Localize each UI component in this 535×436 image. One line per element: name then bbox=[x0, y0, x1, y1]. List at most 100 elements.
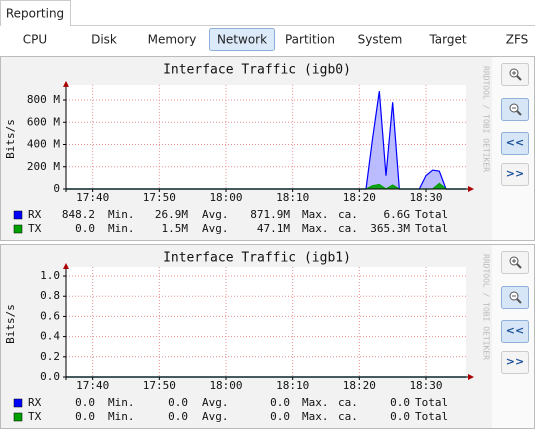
y-arrow bbox=[63, 263, 69, 269]
legend-stat: ca. bbox=[338, 208, 358, 221]
x-tick-label: 18:20 bbox=[343, 379, 376, 392]
legend-stat: ca. bbox=[338, 396, 358, 409]
sub-tab[interactable]: ZFS bbox=[506, 33, 529, 47]
x-tick-label: 17:40 bbox=[76, 191, 109, 204]
legend-stat: 0.0 bbox=[75, 410, 95, 423]
legend-stat: Max. bbox=[302, 410, 329, 423]
legend-stat: Total bbox=[415, 208, 448, 221]
series-area bbox=[66, 91, 466, 189]
x-tick-label: 18:30 bbox=[409, 191, 442, 204]
watermark: RRDTOOL / TOBI OETIKER bbox=[482, 254, 491, 360]
legend-stat: Min. bbox=[108, 222, 135, 235]
y-axis-label: Bits/s bbox=[4, 304, 17, 344]
sub-tab[interactable]: Target bbox=[428, 33, 466, 47]
legend-stat: Total bbox=[415, 410, 448, 423]
legend-stat: 26.9M bbox=[155, 208, 188, 221]
magnifier-handle[interactable] bbox=[516, 75, 522, 81]
sub-tab[interactable]: Memory bbox=[148, 33, 197, 47]
active-tab[interactable] bbox=[209, 28, 275, 51]
magnifier-handle[interactable] bbox=[516, 263, 522, 269]
legend-stat: Avg. bbox=[202, 410, 229, 423]
legend-stat: Total bbox=[415, 396, 448, 409]
x-tick-label: 18:00 bbox=[209, 379, 242, 392]
x-tick-label: 18:10 bbox=[276, 379, 309, 392]
y-tick-label: 0.0 bbox=[40, 370, 60, 383]
legend-stat: Avg. bbox=[202, 208, 229, 221]
legend-name: TX bbox=[28, 410, 42, 423]
sub-tab[interactable]: Partition bbox=[285, 33, 335, 47]
legend-stat: Max. bbox=[302, 396, 329, 409]
graph-button[interactable] bbox=[501, 163, 529, 186]
legend-stat: 1.5M bbox=[162, 222, 189, 235]
x-tick-label: 18:00 bbox=[209, 191, 242, 204]
legend-stat: Avg. bbox=[202, 396, 229, 409]
graph-button[interactable] bbox=[501, 132, 529, 155]
y-arrow bbox=[63, 80, 69, 87]
legend-stat: Min. bbox=[108, 208, 135, 221]
y-tick-label: 0.2 bbox=[40, 350, 60, 363]
legend-swatch bbox=[13, 398, 23, 408]
x-tick-label: 17:40 bbox=[76, 379, 109, 392]
y-tick-label: 800 M bbox=[27, 93, 60, 106]
legend-stat: 0.0 bbox=[270, 396, 290, 409]
legend-stat: 47.1M bbox=[257, 222, 290, 235]
legend-stat: 871.9M bbox=[250, 208, 290, 221]
x-tick-label: 17:50 bbox=[143, 191, 176, 204]
y-tick-label: 400 M bbox=[27, 138, 60, 151]
y-axis-label: Bits/s bbox=[4, 119, 17, 159]
sub-tab[interactable]: Disk bbox=[91, 33, 117, 47]
button-label[interactable]: << bbox=[506, 324, 524, 337]
x-arrow bbox=[468, 374, 474, 380]
main-tab-label[interactable]: Reporting bbox=[6, 7, 64, 21]
button-label[interactable]: << bbox=[506, 136, 524, 149]
legend-stat: 0.0 bbox=[270, 410, 290, 423]
sub-tab[interactable]: CPU bbox=[23, 33, 47, 47]
legend-swatch bbox=[13, 224, 23, 234]
legend-stat: 365.3M bbox=[370, 222, 410, 235]
graph-button[interactable] bbox=[501, 320, 529, 343]
legend-stat: 0.0 bbox=[168, 396, 188, 409]
legend-stat: 0.0 bbox=[390, 410, 410, 423]
chart-title: Interface Traffic (igb1) bbox=[163, 251, 351, 266]
legend-stat: 848.2 bbox=[62, 208, 95, 221]
plot-area bbox=[66, 267, 466, 377]
legend-name: RX bbox=[28, 208, 42, 221]
legend-swatch bbox=[13, 210, 23, 220]
x-tick-label: 18:10 bbox=[276, 191, 309, 204]
legend-stat: Max. bbox=[302, 222, 329, 235]
legend-stat: 0.0 bbox=[75, 222, 95, 235]
y-tick-label: 0.4 bbox=[40, 330, 60, 343]
legend-stat: 0.0 bbox=[390, 396, 410, 409]
plot-area bbox=[66, 84, 466, 189]
x-tick-label: 17:50 bbox=[143, 379, 176, 392]
graph-panel: RRDTOOL / TOBI OETIKER Interface Traffic … bbox=[0, 56, 535, 241]
legend-stat: ca. bbox=[338, 222, 358, 235]
magnifier-handle[interactable] bbox=[516, 110, 522, 116]
series-line bbox=[66, 182, 466, 190]
legend-stat: 6.6G bbox=[384, 208, 411, 221]
legend-stat: Avg. bbox=[202, 222, 229, 235]
x-arrow bbox=[468, 186, 474, 192]
y-tick-label: 600 M bbox=[27, 115, 60, 128]
y-tick-label: 200 M bbox=[27, 160, 60, 173]
y-tick-label: 0.6 bbox=[40, 309, 60, 322]
chart-title: Interface Traffic (igb0) bbox=[163, 63, 351, 78]
legend-name: TX bbox=[28, 222, 42, 235]
button-label[interactable]: >> bbox=[506, 355, 524, 368]
legend-swatch bbox=[13, 412, 23, 422]
main-tab[interactable] bbox=[0, 0, 71, 26]
x-tick-label: 18:20 bbox=[343, 191, 376, 204]
y-tick-label: 0 bbox=[53, 182, 60, 195]
sub-tab[interactable]: System bbox=[358, 33, 403, 47]
graph-button[interactable] bbox=[501, 351, 529, 374]
legend-stat: 0.0 bbox=[75, 396, 95, 409]
magnifier-handle[interactable] bbox=[516, 298, 522, 304]
sub-tab[interactable]: Network bbox=[217, 33, 267, 47]
watermark: RRDTOOL / TOBI OETIKER bbox=[482, 66, 491, 172]
legend-stat: Max. bbox=[302, 208, 329, 221]
y-tick-label: 1.0 bbox=[40, 269, 60, 282]
button-label[interactable]: >> bbox=[506, 167, 524, 180]
legend-stat: 0.0 bbox=[168, 410, 188, 423]
legend-name: RX bbox=[28, 396, 42, 409]
